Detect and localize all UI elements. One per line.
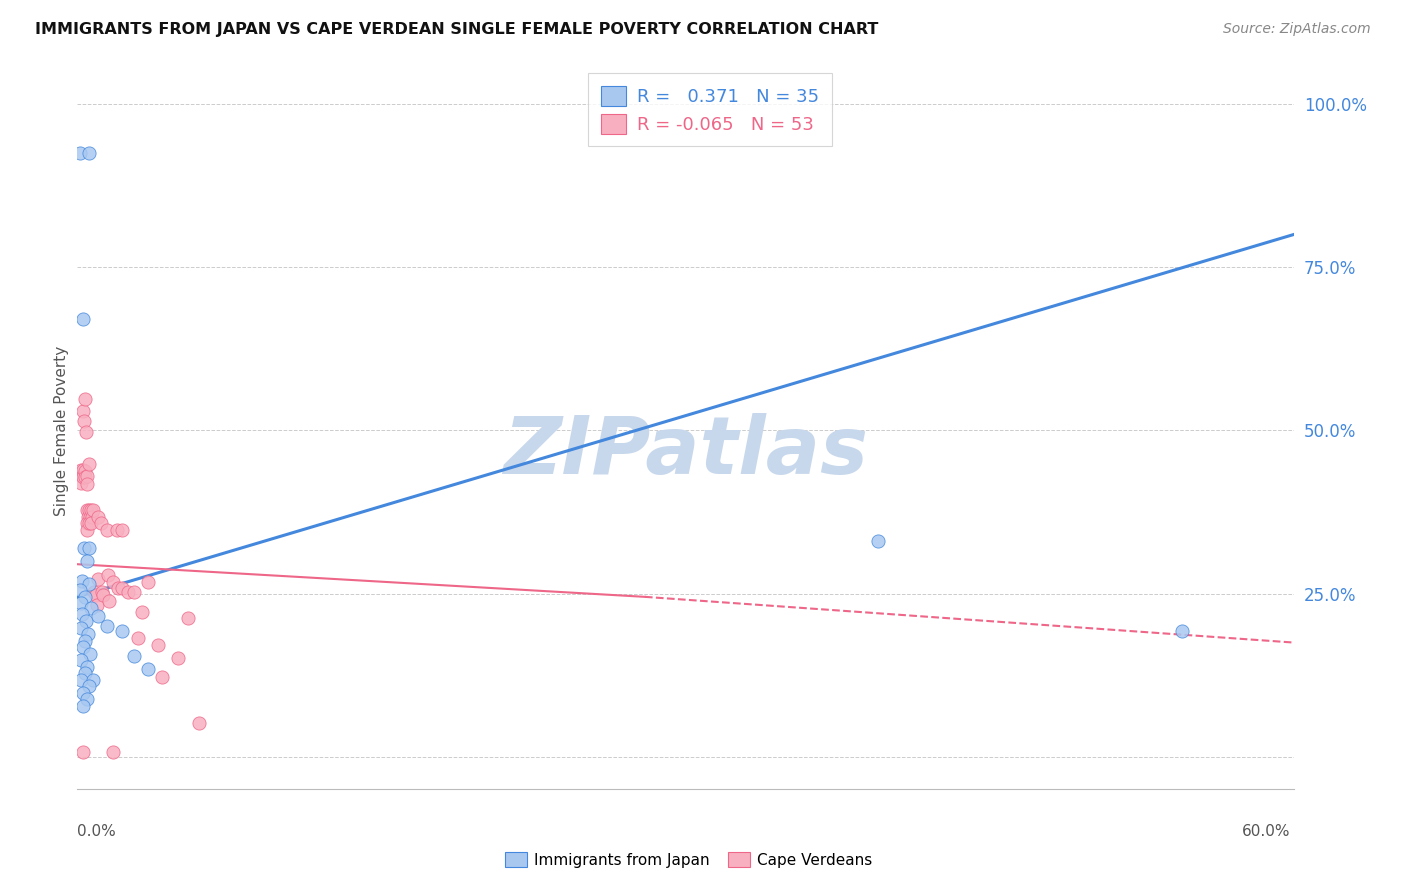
Point [75,464,97,478]
Point [75,614,97,628]
Point [107,582,129,596]
Point [72,404,94,418]
Point [82,503,104,517]
Point [122,648,145,663]
Point [131,605,153,619]
Point [76,516,98,530]
Point [73,392,96,406]
Point [80,509,103,524]
Point [79,145,101,160]
Point [866,534,889,549]
Point [150,670,173,684]
Y-axis label: Single Female Poverty: Single Female Poverty [53,345,69,516]
Text: IMMIGRANTS FROM JAPAN VS CAPE VERDEAN SINGLE FEMALE POVERTY CORRELATION CHART: IMMIGRANTS FROM JAPAN VS CAPE VERDEAN SI… [35,22,879,37]
Point [76,477,98,491]
Point [80,503,103,517]
Point [86,509,108,524]
Point [111,624,134,639]
Point [79,509,101,524]
Text: 60.0%: 60.0% [1243,824,1291,838]
Point [136,662,159,676]
Point [79,647,101,661]
Point [72,312,94,326]
Point [70,469,93,483]
Point [76,523,98,537]
Point [76,554,98,568]
Text: Source: ZipAtlas.com: Source: ZipAtlas.com [1223,22,1371,37]
Point [70,653,93,667]
Point [73,414,96,428]
Text: ZIPatlas: ZIPatlas [503,413,868,491]
Point [84,588,107,602]
Point [79,503,101,517]
Point [110,523,132,537]
Point [103,745,125,759]
Point [70,462,93,476]
Point [97,568,120,582]
Point [187,715,209,730]
Point [72,607,94,622]
Point [77,458,100,472]
Text: 0.0%: 0.0% [77,824,117,838]
Point [77,627,100,641]
Point [117,585,139,599]
Point [70,475,93,490]
Point [69,145,91,160]
Point [83,585,105,599]
Point [86,599,108,613]
Point [73,633,96,648]
Point [72,686,94,700]
Point [91,588,114,602]
Point [1171,624,1194,639]
Point [87,572,110,586]
Point [72,462,94,476]
Point [91,585,114,599]
Point [90,516,112,530]
Point [107,523,129,537]
Point [79,601,101,615]
Legend: R =   0.371   N = 35, R = -0.065   N = 53: R = 0.371 N = 35, R = -0.065 N = 53 [588,73,831,146]
Point [146,638,169,652]
Point [79,576,101,591]
Legend: Immigrants from Japan, Cape Verdeans: Immigrants from Japan, Cape Verdeans [499,846,879,873]
Point [70,673,93,687]
Point [177,611,200,625]
Point [98,594,121,608]
Point [96,523,118,537]
Point [86,609,108,624]
Point [73,541,96,555]
Point [76,509,98,524]
Point [72,470,94,484]
Point [69,583,91,598]
Point [82,673,104,687]
Point [72,640,94,654]
Point [70,596,93,610]
Point [167,650,190,665]
Point [111,582,134,596]
Point [136,574,159,589]
Point [70,621,93,635]
Point [80,516,103,530]
Point [122,585,145,599]
Point [76,692,98,706]
Point [76,469,98,483]
Point [72,745,94,759]
Point [73,470,96,484]
Point [96,619,118,633]
Point [72,574,94,588]
Point [72,698,94,713]
Point [75,590,97,604]
Point [76,659,98,673]
Point [76,503,98,517]
Point [103,574,125,589]
Point [73,666,96,681]
Point [127,631,149,645]
Point [77,516,100,530]
Point [75,425,97,439]
Point [79,541,101,555]
Point [77,679,100,693]
